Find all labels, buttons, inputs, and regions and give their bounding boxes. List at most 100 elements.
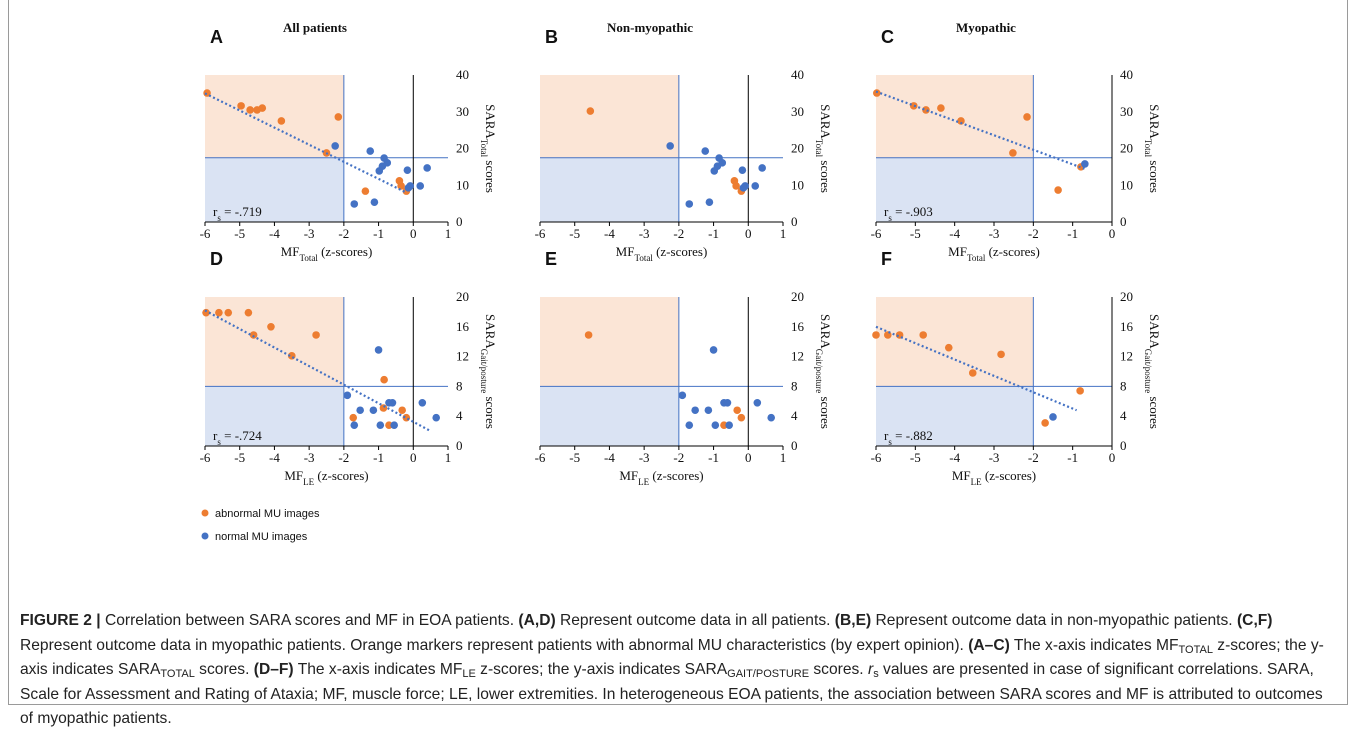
x-tick-label: 0 [1109, 450, 1116, 465]
annotation: rs = -.882 [884, 428, 933, 447]
x-axis-label-main: MF [284, 468, 303, 483]
y-axis-label-sub: Total [1143, 139, 1153, 158]
x-tick-label: -5 [569, 450, 580, 465]
annotation-main: r [213, 204, 218, 219]
point [710, 167, 719, 175]
y-tick-label: 10 [1120, 177, 1133, 192]
caption-text: scores. [194, 661, 254, 678]
caption-text: (B,E) [834, 612, 872, 629]
caption-text: (A–C) [968, 636, 1010, 654]
caption-text: (C,F) [1236, 612, 1273, 629]
panel-label: B [545, 27, 558, 47]
x-tick-label: -1 [1067, 450, 1078, 465]
point [369, 406, 378, 415]
x-tick-label: -3 [304, 226, 315, 241]
shade-abnormal [876, 297, 1034, 387]
x-tick-label: 1 [445, 226, 452, 241]
point [957, 117, 965, 125]
x-axis-label-main: MF [948, 244, 967, 259]
x-axis-label-rest: (z-scores) [982, 468, 1037, 483]
caption-text: Represent outcome data in myopathic pati… [20, 636, 969, 654]
panel-label: F [881, 249, 892, 269]
caption-text: (D–F) [253, 661, 294, 678]
point [312, 331, 320, 339]
point [244, 308, 253, 317]
point [678, 391, 687, 400]
y-tick-label: 20 [456, 289, 469, 304]
caption-text: z-scores; the y-axis indicates SARA [475, 661, 728, 678]
point [685, 421, 694, 429]
caption-text: scores. [809, 661, 868, 678]
x-tick-label: -3 [989, 226, 1000, 241]
y-axis-label-rest: scores [1147, 393, 1162, 429]
y-tick-label: 40 [456, 67, 469, 82]
point [416, 182, 425, 190]
caption-text: values are presented in case of signific… [20, 661, 1323, 727]
panel-label: C [881, 27, 894, 47]
point [203, 89, 211, 97]
point [1041, 419, 1049, 427]
x-axis-label-rest: (z-scores) [314, 468, 369, 483]
shade-abnormal [540, 75, 679, 158]
point [350, 421, 359, 429]
shade-abnormal [205, 75, 344, 158]
y-axis-label-rest: scores [483, 393, 498, 429]
y-tick-label: 12 [456, 349, 469, 364]
x-axis-label-sub: Total [299, 253, 318, 263]
x-axis-label-sub: LE [638, 477, 649, 487]
x-tick-label: -5 [910, 450, 921, 465]
point [1023, 113, 1031, 121]
point [1076, 387, 1084, 395]
x-tick-label: -4 [604, 450, 615, 465]
caption-text: Represent outcome data in all patients. [555, 612, 835, 629]
y-tick-label: 0 [791, 438, 798, 453]
y-tick-label: 0 [1120, 438, 1127, 453]
point [997, 350, 1005, 359]
trend-line [204, 92, 407, 194]
x-axis-label-main: MF [616, 244, 635, 259]
x-tick-label: 1 [780, 450, 787, 465]
x-tick-label: -2 [338, 450, 349, 465]
y-tick-label: 20 [1120, 141, 1133, 156]
point [385, 421, 393, 429]
y-tick-label: 10 [456, 177, 469, 192]
shade-normal [205, 157, 344, 222]
point [968, 369, 977, 377]
y-tick-label: 0 [456, 438, 463, 453]
x-axis-label-rest: (z-scores) [653, 244, 708, 259]
caption-text: Represent outcome data in non-myopathic … [871, 612, 1237, 629]
x-tick-label: -1 [1067, 226, 1078, 241]
y-tick-label: 4 [1120, 408, 1127, 423]
x-tick-label: -3 [989, 450, 1000, 465]
y-axis-label-rest: scores [1147, 157, 1162, 193]
annotation-sub: s [888, 437, 892, 447]
point [432, 413, 440, 422]
point [709, 346, 718, 354]
annotation: rs = -.719 [213, 204, 262, 223]
point [277, 117, 286, 125]
x-tick-label: -2 [673, 226, 684, 241]
point [732, 182, 740, 190]
trend-line [204, 309, 432, 433]
x-tick-label: 0 [410, 226, 417, 241]
y-tick-label: 0 [791, 214, 798, 229]
caption-text: TOTAL [1178, 643, 1213, 656]
x-tick-label: -6 [535, 226, 546, 241]
annotation-sub: s [217, 213, 221, 223]
point [334, 113, 343, 121]
x-axis-label-rest: (z-scores) [318, 244, 373, 259]
y-tick-label: 12 [791, 349, 804, 364]
point [733, 406, 741, 415]
x-tick-label: -5 [569, 226, 580, 241]
annotation-sub: s [217, 437, 221, 447]
point [249, 331, 258, 339]
point [361, 187, 370, 195]
point [370, 198, 379, 206]
point [919, 331, 927, 339]
annotation-rest: = -.724 [221, 428, 262, 443]
panel-title: Myopathic [956, 20, 1016, 35]
x-tick-label: 0 [745, 450, 752, 465]
shade-normal [205, 386, 344, 446]
point [418, 398, 427, 407]
trend-line [875, 325, 1078, 412]
